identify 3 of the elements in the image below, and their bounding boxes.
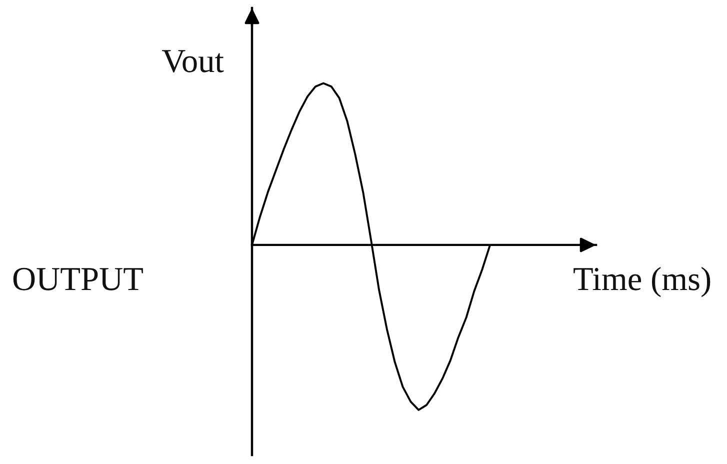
y-axis-title: Vout [162, 50, 224, 73]
x-axis-title: Time (ms) [574, 266, 710, 298]
text: OUTPUT [13, 268, 143, 290]
